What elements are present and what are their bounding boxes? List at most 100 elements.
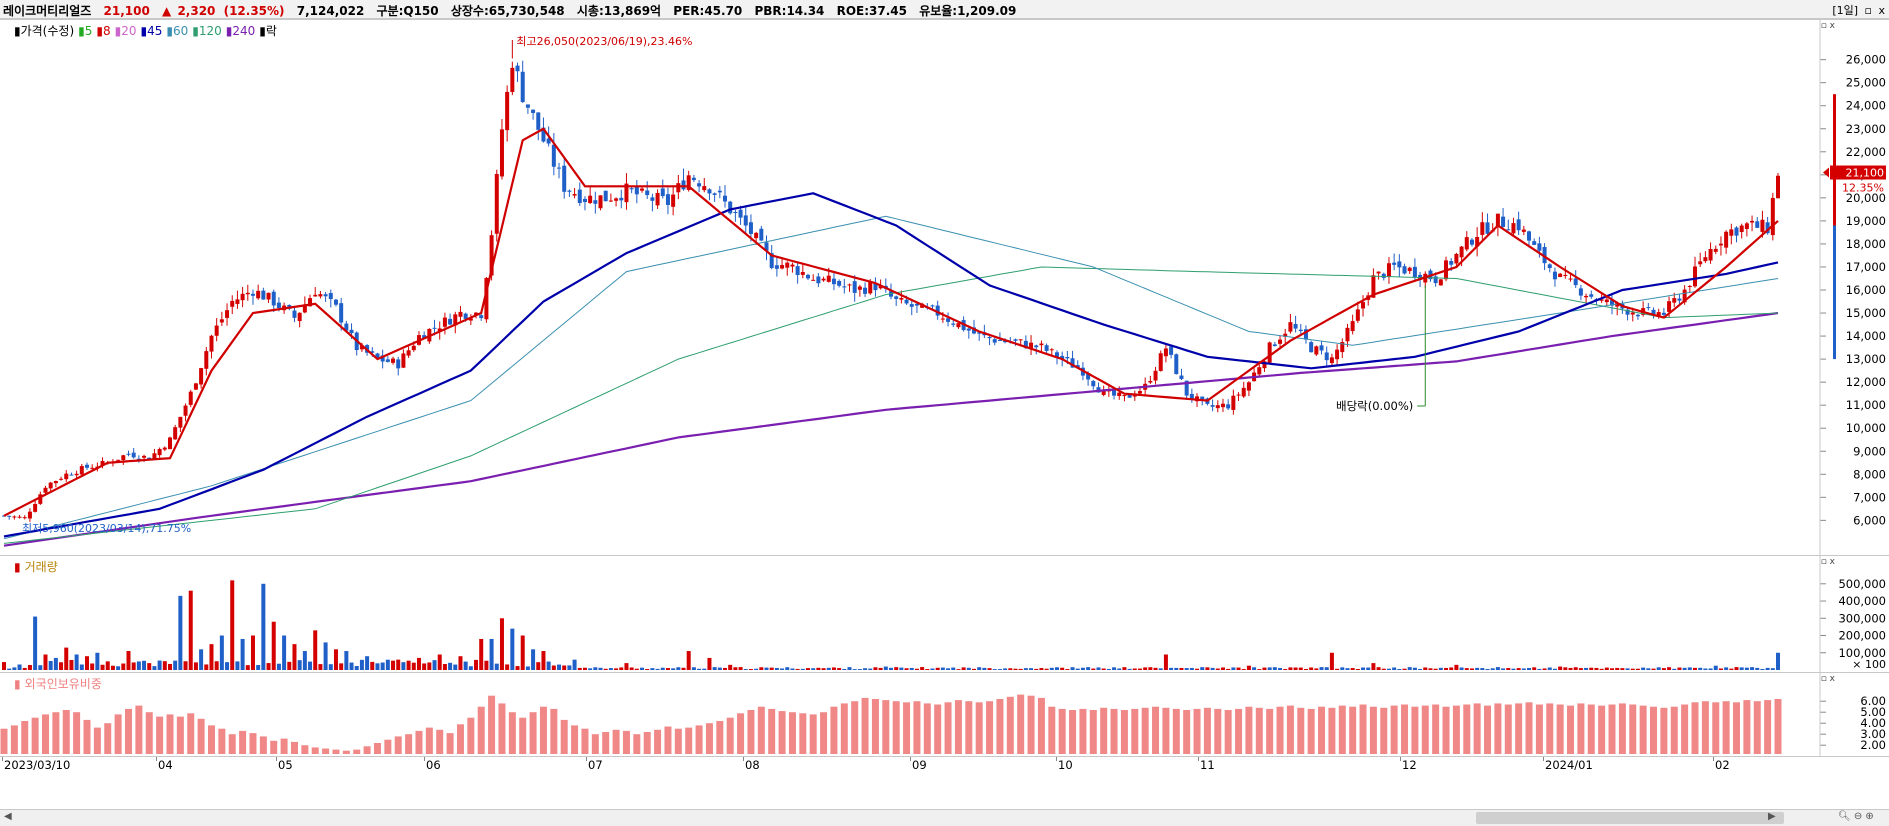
scrollbar[interactable]: ◀ ▶ 🔍︎ ⊖ ⊕ (0, 809, 1889, 826)
volume-bar (873, 667, 878, 670)
price-tick-label: 8,000 (1853, 467, 1886, 481)
volume-bar (1054, 667, 1059, 670)
foreign-bar (384, 739, 392, 754)
foreign-bar (1058, 708, 1066, 754)
candle-body (17, 516, 22, 518)
volume-bar (624, 663, 629, 670)
volume-bar (1293, 667, 1298, 670)
zoom-icons[interactable]: 🔍︎ ⊖ ⊕ (1838, 811, 1874, 822)
foreign-bar (581, 728, 589, 754)
ma-line-ma8 (3, 127, 1779, 517)
legend-item-5[interactable]: ▮60 (166, 24, 189, 38)
foreign-bar (207, 725, 215, 754)
foreign-bar (259, 736, 267, 754)
volume-bar (1418, 668, 1423, 670)
volume-bar (1739, 667, 1744, 670)
candle-body (318, 294, 323, 297)
scroll-left-icon[interactable]: ◀ (4, 811, 12, 822)
candle-body (250, 293, 255, 296)
candle-body (863, 287, 868, 294)
volume-bar (676, 667, 681, 670)
legend-item-6[interactable]: ▮120 (192, 24, 222, 38)
volume-panel: ▮ 거래량 ▫ x (0, 555, 1889, 672)
date-label: 2023/03/10 (4, 758, 71, 772)
date-tick (1056, 757, 1057, 761)
volume-bar (100, 664, 105, 670)
candle-body (1054, 352, 1059, 358)
candle-body (333, 299, 338, 305)
legend-item-8[interactable]: ▮락 (259, 24, 277, 38)
price-tick-label: 7,000 (1853, 490, 1886, 504)
volume-bar (1397, 669, 1402, 670)
current-pct-label: 12.35% (1842, 182, 1884, 195)
candle-body (733, 211, 738, 214)
candle-body (1578, 288, 1583, 296)
legend-item-3[interactable]: ▮20 (114, 24, 137, 38)
candle-body (84, 464, 89, 468)
candle-body (209, 335, 214, 352)
candle-body (1158, 353, 1163, 371)
legend-item-7[interactable]: ▮240 (225, 24, 256, 38)
volume-bar (769, 667, 774, 670)
foreign-bar (104, 723, 112, 754)
foreign-bar (1764, 700, 1772, 754)
volume-bar (1661, 668, 1666, 670)
candle-body (1667, 301, 1672, 312)
candle-body (411, 345, 416, 351)
volume-bar (110, 665, 115, 670)
foreign-bar (290, 741, 298, 754)
volume-bar (1189, 667, 1194, 670)
volume-bar (1630, 668, 1635, 670)
foreign-panel-close-icon[interactable]: ▫ x (1820, 674, 1835, 684)
foreign-bar (1100, 707, 1108, 754)
minimize-icon[interactable]: ▫ (1864, 4, 1872, 17)
panel-close-icon[interactable]: ▫ x (1820, 21, 1835, 31)
price-tick-label: 14,000 (1846, 329, 1886, 343)
candle-body (588, 195, 593, 203)
candle-body (1127, 393, 1132, 398)
scroll-right-icon[interactable]: ▶ (1768, 811, 1776, 822)
volume-bar (614, 668, 619, 670)
candle-body (1407, 267, 1412, 272)
scroll-thumb[interactable] (1476, 812, 1784, 824)
candle-body (1013, 339, 1018, 341)
volume-bar (629, 667, 634, 670)
date-label: 08 (745, 758, 760, 772)
volume-bar (1755, 667, 1760, 670)
foreign-bar (871, 699, 879, 754)
candle-body (707, 189, 712, 194)
legend-item-2[interactable]: ▮8 (96, 24, 111, 38)
volume-bar (593, 667, 598, 670)
candle-body (121, 455, 126, 461)
volume-bar (831, 667, 836, 670)
foreign-bar (270, 740, 278, 754)
foreign-bar (124, 708, 132, 754)
foreign-bar (1743, 700, 1751, 754)
volume-bar (582, 667, 587, 670)
foreign-bar (218, 728, 226, 754)
volume-tick-label: 100,000 (1838, 646, 1886, 660)
foreign-bar (830, 706, 838, 754)
volume-bar (1521, 668, 1526, 670)
volume-bar (1506, 668, 1511, 670)
legend-item-0[interactable]: ▮가격(수정) (14, 24, 75, 38)
candle-body (442, 317, 447, 327)
candle-body (1376, 271, 1381, 274)
volume-bar (1278, 667, 1283, 670)
close-icon[interactable]: x (1878, 4, 1885, 17)
foreign-bar (363, 746, 371, 754)
candle-body (1034, 345, 1039, 348)
candle-body (401, 353, 406, 368)
foreign-bar (415, 730, 423, 754)
candle-body (1760, 219, 1765, 232)
foreign-bar (1525, 702, 1533, 754)
stock-name[interactable]: 레이크머티리얼즈 (3, 4, 92, 18)
candle-body (1724, 231, 1729, 248)
foreign-bar (1297, 707, 1305, 754)
legend-item-4[interactable]: ▮45 (140, 24, 163, 38)
period-button[interactable]: [1일] (1832, 4, 1859, 17)
foreign-bar (1515, 703, 1523, 754)
chart-canvas[interactable]: 6,000 7,000 8,000 9,000 10,000 11,000 12,000 13… (0, 0, 1889, 808)
legend-item-1[interactable]: ▮5 (78, 24, 93, 38)
volume-panel-close-icon[interactable]: ▫ x (1820, 557, 1835, 567)
